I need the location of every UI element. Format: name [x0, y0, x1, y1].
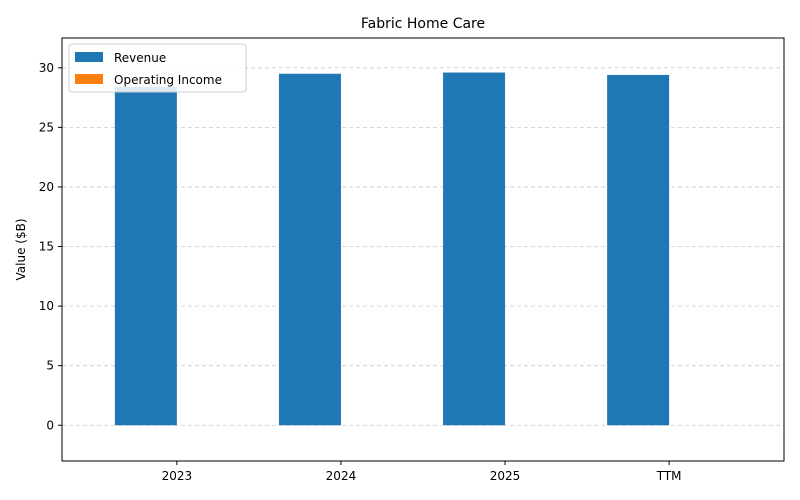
y-tick-label: 5	[46, 359, 54, 373]
legend-box	[68, 43, 247, 93]
legend-swatch	[75, 74, 103, 84]
legend-label: Operating Income	[114, 73, 222, 87]
legend-label: Revenue	[114, 51, 166, 65]
y-tick-label: 0	[46, 418, 54, 432]
bar-revenue-2025	[443, 72, 506, 426]
x-axis: 2023 2024 2025 TTM	[162, 461, 682, 483]
y-axis-label: Value ($B)	[14, 219, 28, 281]
y-tick-label: 15	[39, 240, 54, 254]
bar-revenue-2024	[278, 73, 341, 426]
legend: Revenue Operating Income	[68, 43, 247, 93]
chart-title: Fabric Home Care	[361, 16, 485, 32]
bar-revenue-2023	[114, 86, 177, 426]
x-tick-label: TTM	[656, 469, 682, 483]
plot-frame	[61, 37, 785, 462]
x-tick-label: 2023	[162, 469, 193, 483]
x-tick-label: 2025	[490, 469, 521, 483]
bar-revenue-ttm	[607, 74, 670, 426]
y-tick-label: 30	[39, 61, 54, 75]
y-tick-label: 20	[39, 180, 54, 194]
x-tick-label: 2024	[326, 469, 357, 483]
y-tick-label: 10	[39, 299, 54, 313]
bars	[114, 72, 670, 426]
legend-swatch	[75, 52, 103, 62]
y-axis: 0 5 10 15 20 25 30	[39, 61, 62, 432]
y-tick-label: 25	[39, 120, 54, 134]
